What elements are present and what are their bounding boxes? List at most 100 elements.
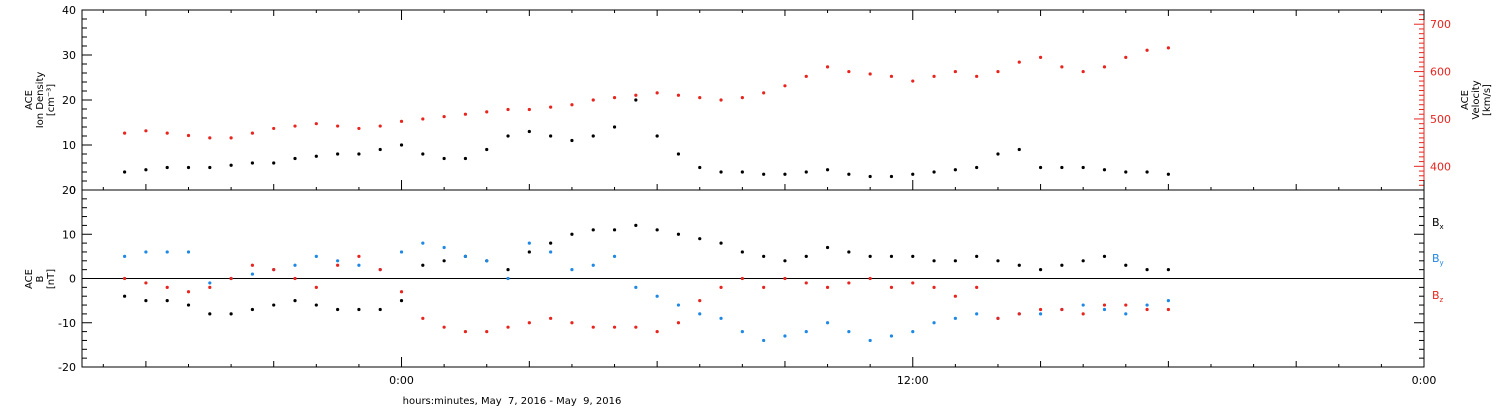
by-point [549,250,553,254]
density-point [1145,170,1149,174]
bz-point [208,285,212,289]
bx-point [144,299,148,303]
velocity-point [442,114,446,119]
bx-point [804,254,808,258]
bx-point [655,228,659,232]
bx-point [1017,263,1021,267]
bz-point [527,321,531,325]
by-point [463,254,468,258]
by-point [506,276,510,281]
velocity-point [208,136,212,140]
velocity-point [783,84,787,88]
bz-point [506,325,510,329]
x-tick-label: 12:00 [897,374,929,387]
density-axis-label-line1: ACE [24,90,35,110]
bz-point [549,316,553,320]
velocity-point [698,96,702,100]
bx-point [932,259,936,263]
density-point [825,168,830,172]
velocity-point [1102,65,1107,69]
density-tick-label: 10 [62,139,76,152]
density-point [975,165,979,170]
bz-point [1017,312,1021,316]
bz-point [144,281,148,285]
bx-point [442,259,446,263]
density-tick-label: 20 [62,94,76,107]
density-point [527,129,531,134]
density-tick-label: 40 [62,4,76,17]
by-point [783,334,787,338]
by-point [719,316,723,320]
velocity-axis-label-line1: ACE [1460,90,1471,110]
density-point [123,170,127,174]
by-point [442,245,446,250]
bx-point [868,254,872,258]
velocity-point [655,91,659,95]
density-point [1017,147,1021,152]
bx-point [1102,254,1107,258]
velocity-point [1166,46,1170,50]
velocity-point [421,117,425,121]
bx-point [676,232,681,236]
velocity-point [272,126,276,131]
velocity-point [506,107,510,112]
bz-point [1081,312,1085,316]
bz-point [336,263,340,267]
by-point [314,254,318,258]
density-point [996,152,1000,156]
by-point [932,321,936,325]
bz-point [719,285,723,289]
density-point [336,152,340,156]
by-point [421,241,425,245]
velocity-point [123,131,127,135]
bx-point [123,294,127,298]
by-point [1038,312,1043,316]
velocity-tick-label: 600 [1430,66,1451,79]
density-point [762,172,766,176]
by-point [186,250,191,254]
velocity-point [357,126,361,131]
velocity-point [229,136,233,140]
by-point [527,241,531,245]
velocity-point [719,98,723,102]
density-point [634,98,638,102]
legend-bx-letter: B [1432,216,1440,229]
density-point [463,156,468,161]
density-point [953,168,957,172]
by-point [868,338,872,343]
by-point [655,294,659,298]
density-point [357,152,361,156]
density-tick-label: 0 [69,184,76,197]
by-point [1145,303,1149,307]
velocity-point [399,119,404,123]
legend-bx-sub: x [1440,223,1444,231]
velocity-point [549,105,553,109]
x-axis-label: hours:minutes, May 7, 2016 - May 9, 2016 [403,396,622,407]
by-point [591,263,595,267]
legend-bx: Bx [1432,216,1444,231]
bz-point [804,281,808,285]
velocity-point [463,112,468,116]
velocity-point [762,91,766,95]
bz-point [314,285,318,289]
bx-point [847,250,851,254]
density-point [229,163,233,167]
bx-point [740,250,744,254]
by-point [825,321,830,325]
by-point [293,263,297,267]
density-point [186,165,191,170]
b-tick-label: 10 [62,228,76,241]
bz-point [996,316,1000,320]
velocity-tick-label: 400 [1430,160,1451,173]
bx-point [399,299,404,303]
bz-point [186,290,191,294]
top-panel-points [123,46,1170,179]
velocity-point [186,133,191,138]
by-point [1102,307,1107,312]
by-point [570,268,574,272]
by-point [634,285,638,289]
density-point [421,152,425,156]
bx-point [975,254,979,258]
velocity-point [740,96,744,100]
by-point [953,316,957,320]
